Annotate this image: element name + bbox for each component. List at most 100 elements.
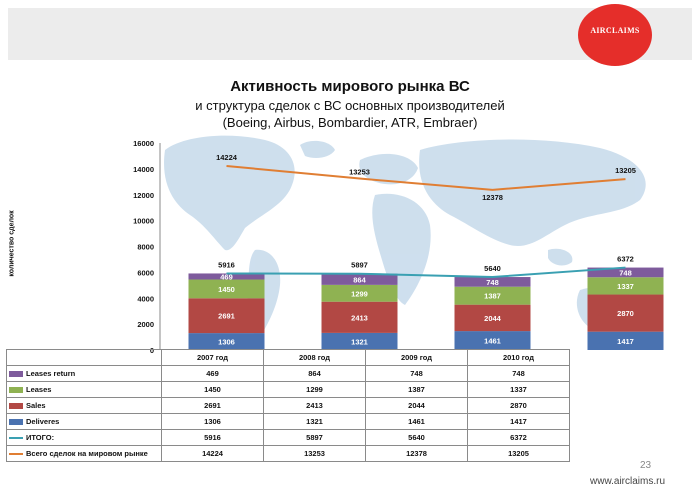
- bar-data-label: 2870: [617, 309, 634, 318]
- bar-segment: [454, 277, 531, 287]
- table-cell: 864: [263, 365, 366, 382]
- table-cell: 1387: [365, 381, 468, 398]
- line-data-label: 14224: [216, 153, 238, 162]
- y-tick-label: 8000: [137, 243, 154, 252]
- table-header-cell: 2008 год: [263, 349, 366, 366]
- bar-segment: [454, 331, 531, 350]
- table-cell: 1337: [467, 381, 570, 398]
- series-line: [226, 266, 626, 279]
- table-cell: 6372: [467, 429, 570, 446]
- bar-segment: [321, 301, 398, 333]
- table-row: Всего сделок на мировом рынке 14224 1325…: [6, 445, 570, 462]
- table-cell: 13205: [467, 445, 570, 462]
- bar-data-label: 2044: [484, 314, 502, 323]
- itogo-swatch: [9, 437, 23, 440]
- bar-data-label: 864: [353, 275, 366, 284]
- line-data-label: 5640: [484, 264, 501, 273]
- bar-segment: [587, 277, 664, 295]
- bar-data-label: 2413: [351, 313, 368, 322]
- table-cell: 5897: [263, 429, 366, 446]
- bar-data-label: 1337: [617, 282, 634, 291]
- y-tick-label: 2000: [137, 320, 154, 329]
- bar-segment: [188, 333, 265, 350]
- table-row: Deliveres 1306 1321 1461 1417: [6, 413, 570, 430]
- bar-segment: [321, 284, 398, 302]
- table-corner-cell: [6, 349, 162, 366]
- table-cell: 1321: [263, 413, 366, 430]
- bar-data-label: 1387: [484, 292, 501, 301]
- table-cell: 1306: [161, 413, 264, 430]
- bar-segment: [188, 273, 265, 280]
- table-row: ИТОГО: 5916 5897 5640 6372: [6, 429, 570, 446]
- y-tick-label: 6000: [137, 268, 154, 277]
- bar-segment: [454, 286, 531, 305]
- bar-segment: [188, 279, 265, 299]
- table-cell: 12378: [365, 445, 468, 462]
- legend-total-market: Всего сделок на мировом рынке: [6, 445, 162, 462]
- logo-text: AIRCLAIMS: [590, 26, 640, 35]
- legend-deliveres: Deliveres: [6, 413, 162, 430]
- table-cell: 748: [365, 365, 468, 382]
- y-tick-label: 10000: [133, 217, 154, 226]
- bar-segment: [587, 331, 664, 350]
- legend-sales: Sales: [6, 397, 162, 414]
- legend-itogo: ИТОГО:: [6, 429, 162, 446]
- bar-data-label: 748: [486, 278, 499, 287]
- legend-leases: Leases: [6, 381, 162, 398]
- bar-data-label: 1306: [218, 338, 235, 347]
- table-cell: 14224: [161, 445, 264, 462]
- y-tick-label: 4000: [137, 294, 154, 303]
- bar-segment: [454, 304, 531, 332]
- bar-segment: [321, 332, 398, 350]
- y-tick-label: 12000: [133, 191, 154, 200]
- leases-return-swatch: [9, 371, 23, 378]
- table-cell: 469: [161, 365, 264, 382]
- series-line: [226, 164, 626, 191]
- footer-site-link[interactable]: www.airclaims.ru: [590, 476, 666, 487]
- bar-data-label: 1321: [351, 337, 368, 346]
- table-header-row: 2007 год 2008 год 2009 год 2010 год: [6, 349, 570, 366]
- bar-data-label: 748: [619, 268, 632, 277]
- total-market-swatch: [9, 453, 23, 456]
- data-table: 2007 год 2008 год 2009 год 2010 год Leas…: [6, 349, 570, 462]
- bar-data-label: 1417: [617, 337, 634, 346]
- subtitle-line-2: (Boeing, Airbus, Bombardier, ATR, Embrae…: [222, 115, 478, 130]
- table-header-cell: 2007 год: [161, 349, 264, 366]
- table-cell: 2413: [263, 397, 366, 414]
- table-header-cell: 2010 год: [467, 349, 570, 366]
- table-cell: 748: [467, 365, 570, 382]
- line-data-label: 13253: [349, 168, 370, 177]
- chart-subtitle: и структура сделок с ВС основных произво…: [0, 97, 700, 131]
- table-cell: 2044: [365, 397, 468, 414]
- bar-segment: [587, 294, 664, 332]
- bar-segment: [587, 267, 664, 278]
- y-tick-label: 14000: [133, 165, 154, 174]
- bar-data-label: 1299: [351, 289, 368, 298]
- bar-segment: [188, 298, 265, 334]
- table-cell: 1417: [467, 413, 570, 430]
- table-cell: 1450: [161, 381, 264, 398]
- bar-data-label: 1461: [484, 337, 501, 346]
- table-cell: 1299: [263, 381, 366, 398]
- bar-segment: [321, 273, 398, 285]
- bar-data-label: 1450: [218, 285, 235, 294]
- table-cell: 2870: [467, 397, 570, 414]
- bar-data-label: 469: [220, 272, 233, 281]
- table-row: Leases return 469 864 748 748: [6, 365, 570, 382]
- table-cell: 13253: [263, 445, 366, 462]
- table-header-cell: 2009 год: [365, 349, 468, 366]
- leases-swatch: [9, 387, 23, 394]
- line-data-label: 13205: [615, 166, 636, 175]
- line-data-label: 5916: [218, 260, 235, 269]
- y-tick-label: 16000: [133, 139, 154, 148]
- line-data-label: 5897: [351, 261, 368, 270]
- deliveres-swatch: [9, 419, 23, 426]
- sales-swatch: [9, 403, 23, 410]
- table-cell: 5916: [161, 429, 264, 446]
- line-data-label: 6372: [617, 255, 634, 264]
- table-row: Leases 1450 1299 1387 1337: [6, 381, 570, 398]
- line-data-label: 12378: [482, 193, 503, 202]
- chart-title: Активность мирового рынка ВС: [230, 78, 470, 95]
- legend-leases-return: Leases return: [6, 365, 162, 382]
